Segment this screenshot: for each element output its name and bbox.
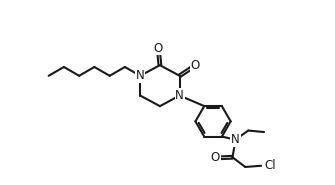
Text: O: O bbox=[154, 42, 163, 55]
Text: N: N bbox=[175, 89, 184, 102]
Text: O: O bbox=[191, 59, 200, 72]
Text: O: O bbox=[211, 151, 220, 164]
Text: Cl: Cl bbox=[265, 159, 276, 172]
Text: N: N bbox=[136, 69, 144, 82]
Text: N: N bbox=[231, 133, 240, 146]
